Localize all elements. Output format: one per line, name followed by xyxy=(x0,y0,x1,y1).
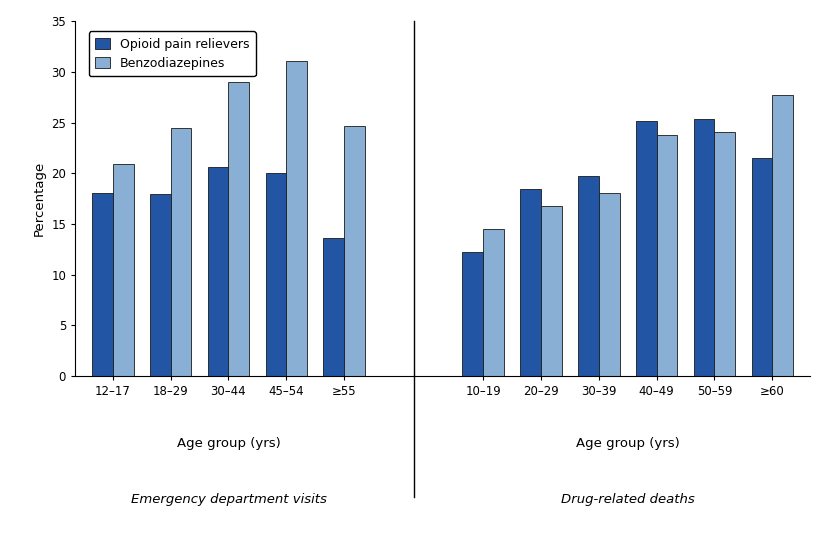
Bar xyxy=(92,193,113,376)
Bar xyxy=(323,238,344,376)
Bar xyxy=(149,194,170,376)
Bar xyxy=(229,82,250,376)
Bar xyxy=(483,229,504,376)
Bar xyxy=(463,252,483,376)
Text: Age group (yrs): Age group (yrs) xyxy=(576,437,680,449)
Bar xyxy=(656,135,677,376)
Bar xyxy=(266,173,286,376)
Bar xyxy=(715,132,736,376)
Bar xyxy=(170,128,191,376)
Legend: Opioid pain relievers, Benzodiazepines: Opioid pain relievers, Benzodiazepines xyxy=(89,31,256,76)
Bar xyxy=(578,177,599,376)
Bar xyxy=(752,158,772,376)
Text: Emergency department visits: Emergency department visits xyxy=(130,493,326,506)
Bar xyxy=(208,168,229,376)
Y-axis label: Percentage: Percentage xyxy=(33,161,46,236)
Bar xyxy=(635,121,656,376)
Bar xyxy=(772,96,793,376)
Bar xyxy=(520,188,541,376)
Bar xyxy=(344,126,365,376)
Text: Age group (yrs): Age group (yrs) xyxy=(176,437,281,449)
Bar xyxy=(113,164,134,376)
Bar xyxy=(286,61,307,376)
Bar xyxy=(599,193,620,376)
Bar xyxy=(541,206,562,376)
Bar xyxy=(694,119,715,376)
Text: Drug-related deaths: Drug-related deaths xyxy=(561,493,695,506)
